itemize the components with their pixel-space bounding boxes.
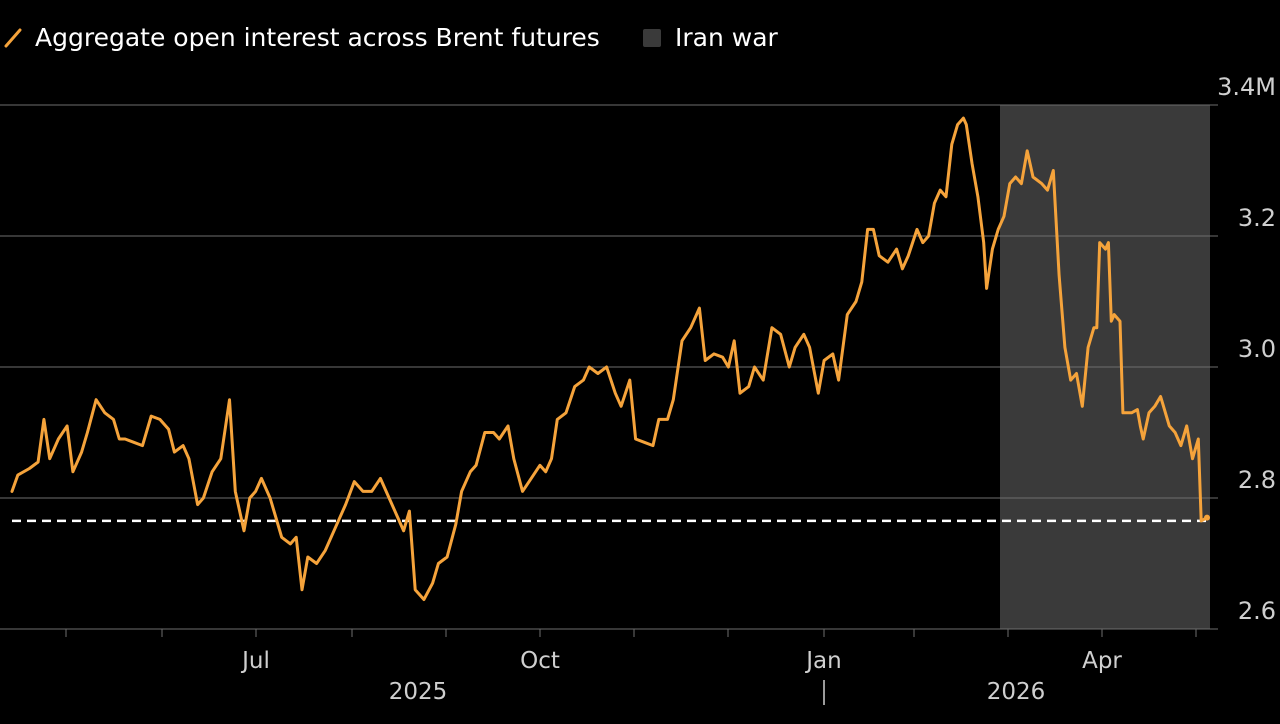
diagonal-line-icon	[4, 28, 22, 48]
y-axis-labels: 2.6 2.8 3.0 3.2 3.4M	[1217, 73, 1276, 625]
y-tick-label: 3.4M	[1217, 73, 1276, 101]
series-line-group	[10, 116, 1210, 601]
y-tick-label: 2.6	[1238, 597, 1276, 625]
year-label: 2025	[389, 679, 448, 705]
x-axis: Jul Oct Jan Apr 2025 2026	[0, 628, 1218, 705]
square-swatch-icon	[643, 29, 661, 47]
y-tick-label: 3.2	[1238, 204, 1276, 232]
y-tick-label: 2.8	[1238, 466, 1276, 494]
x-tick-label: Apr	[1082, 648, 1122, 674]
y-tick-label: 3.0	[1238, 335, 1276, 363]
series-end-point	[1204, 514, 1210, 521]
x-tick-label: Jan	[804, 648, 841, 674]
x-tick-label: Oct	[520, 648, 560, 674]
legend-label-line: Aggregate open interest across Brent fut…	[35, 23, 600, 52]
legend-label-shade: Iran war	[675, 23, 779, 52]
year-label: 2026	[987, 679, 1046, 705]
legend: Aggregate open interest across Brent fut…	[4, 23, 779, 52]
x-tick-label: Jul	[240, 648, 270, 674]
series-line	[10, 116, 1209, 601]
